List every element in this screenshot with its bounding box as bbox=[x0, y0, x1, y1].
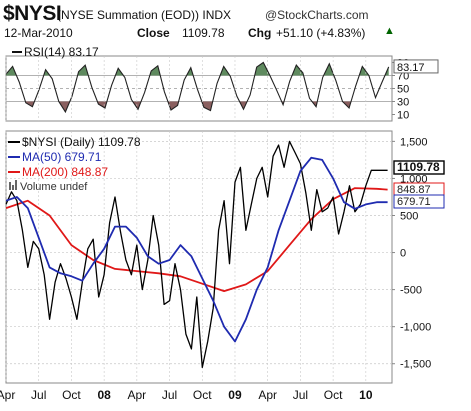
symbol-title: $NYSI bbox=[3, 2, 62, 25]
rsi-tick-label: 70 bbox=[397, 71, 409, 83]
change-value: +51.10 (+4.83%) bbox=[276, 26, 366, 40]
price-y-tick-label: -1,500 bbox=[400, 359, 431, 371]
legend-label-price: $NYSI (Daily) 1109.78 bbox=[22, 135, 141, 149]
x-tick-label: Apr bbox=[258, 388, 277, 402]
last-value-label-ma200: 848.87 bbox=[397, 184, 431, 196]
change-label: Chg bbox=[248, 26, 272, 40]
x-tick-label: Oct bbox=[193, 388, 212, 402]
price-y-tick-label: 1,500 bbox=[400, 136, 428, 148]
series-line-price bbox=[5, 140, 388, 369]
rsi-current-label: 83.17 bbox=[397, 62, 425, 74]
x-tick-label: Apr bbox=[128, 388, 147, 402]
price-y-tick-label: 500 bbox=[400, 210, 418, 222]
rsi-legend-label: RSI(14) 83.17 bbox=[24, 45, 99, 59]
rsi-line bbox=[5, 61, 390, 114]
legend-volume-icon bbox=[15, 180, 17, 190]
up-arrow-icon: ▲ bbox=[384, 25, 395, 37]
last-value-box-price bbox=[393, 160, 445, 175]
x-tick-label: Jul bbox=[293, 388, 308, 402]
legend-label-ma200: MA(200) 848.87 bbox=[22, 165, 108, 179]
rsi-tick-label: 10 bbox=[397, 110, 409, 122]
legend-volume-icon bbox=[12, 185, 14, 190]
legend-label-ma50: MA(50) 679.71 bbox=[22, 150, 102, 164]
x-tick-label: Apr bbox=[0, 388, 15, 402]
x-tick-label: Oct bbox=[62, 388, 81, 402]
price-y-tick-label: -500 bbox=[400, 285, 422, 297]
last-value-label-price: 1109.78 bbox=[397, 160, 440, 174]
price-y-tick-label: -1,000 bbox=[400, 322, 431, 334]
close-value: 1109.78 bbox=[182, 26, 225, 40]
legend-volume-icon bbox=[9, 182, 11, 190]
x-tick-label: Jul bbox=[162, 388, 177, 402]
series-line-ma50 bbox=[5, 156, 388, 343]
x-tick-label: Jul bbox=[31, 388, 46, 402]
last-value-box-ma50 bbox=[393, 194, 445, 209]
rsi-current-box bbox=[393, 59, 439, 74]
index-name: (NYSE Summation (EOD)) INDX bbox=[57, 8, 232, 22]
rsi-tick-label: 30 bbox=[397, 97, 409, 109]
x-tick-label: 09 bbox=[228, 388, 242, 402]
rsi-tick-label: 50 bbox=[397, 84, 409, 96]
close-label: Close bbox=[137, 26, 170, 40]
x-tick-label: Oct bbox=[324, 388, 343, 402]
price-y-tick-label: 0 bbox=[400, 248, 406, 260]
quote-date: 12-Mar-2010 bbox=[4, 26, 73, 40]
source-credit: @StockCharts.com bbox=[265, 8, 369, 22]
last-value-label-ma50: 679.71 bbox=[397, 196, 431, 208]
legend-label-volume: Volume undef bbox=[20, 181, 88, 193]
rsi-oversold-fill bbox=[6, 101, 389, 112]
x-tick-label: 10 bbox=[359, 388, 373, 402]
price-y-tick-label: 1,000 bbox=[400, 173, 428, 185]
x-tick-label: 08 bbox=[97, 388, 111, 402]
